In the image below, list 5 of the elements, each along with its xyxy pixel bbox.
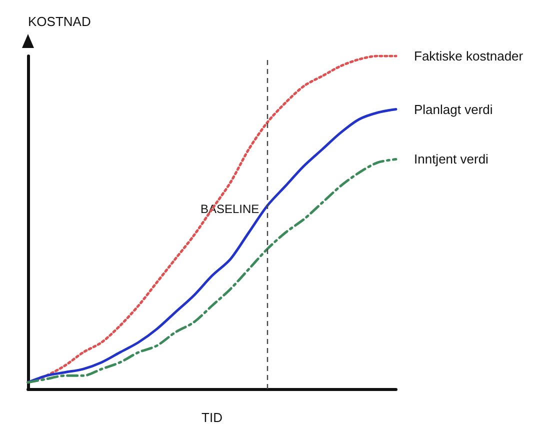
series-label: Faktiske kostnader [414,48,524,64]
series-label: Inntjent verdi [414,152,489,167]
x-axis-title: TID [202,410,222,425]
y-axis-title: KOSTNAD [28,14,91,29]
series-label: Planlagt verdi [414,102,493,117]
